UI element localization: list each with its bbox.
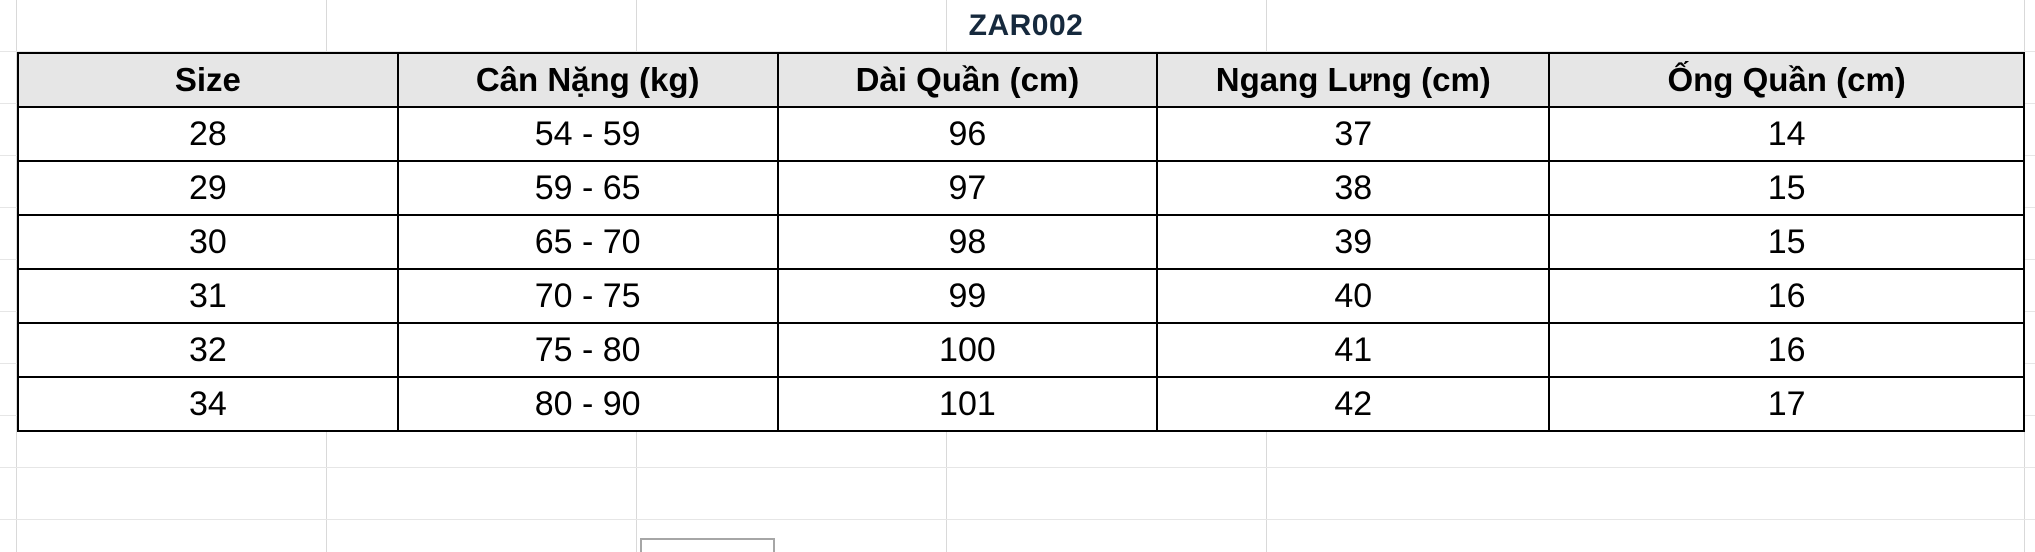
cell-size: 29 — [17, 160, 399, 216]
cell-weight: 65 - 70 — [396, 214, 779, 270]
cell-weight: 54 - 59 — [396, 106, 779, 162]
sheet-gridline-vertical — [2024, 0, 2025, 552]
partial-cell-below-table — [640, 538, 775, 552]
column-header-length: Dài Quần (cm) — [776, 52, 1159, 108]
product-code-title-row: ZAR002 — [17, 0, 2025, 52]
table-row: 32 75 - 80 100 41 16 — [17, 322, 2025, 378]
cell-leg-opening: 15 — [1548, 160, 2025, 216]
cell-weight: 59 - 65 — [396, 160, 779, 216]
cell-size: 30 — [17, 214, 399, 270]
cell-length: 97 — [776, 160, 1159, 216]
cell-leg-opening: 16 — [1548, 268, 2025, 324]
sheet-gridline-horizontal — [0, 519, 2035, 520]
cell-weight: 75 - 80 — [396, 322, 779, 378]
cell-size: 28 — [17, 106, 399, 162]
cell-size: 31 — [17, 268, 399, 324]
column-header-waist: Ngang Lưng (cm) — [1156, 52, 1551, 108]
cell-size: 32 — [17, 322, 399, 378]
table-row: 34 80 - 90 101 42 17 — [17, 376, 2025, 432]
sheet-gridline-horizontal — [0, 467, 2035, 468]
table-row: 31 70 - 75 99 40 16 — [17, 268, 2025, 324]
page-title: ZAR002 — [968, 9, 1084, 42]
table-row: 29 59 - 65 97 38 15 — [17, 160, 2025, 216]
cell-length: 96 — [776, 106, 1159, 162]
cell-waist: 42 — [1156, 376, 1551, 432]
cell-length: 100 — [776, 322, 1159, 378]
cell-waist: 38 — [1156, 160, 1551, 216]
cell-weight: 70 - 75 — [396, 268, 779, 324]
sheet-gridline-horizontal — [0, 51, 2035, 52]
cell-length: 98 — [776, 214, 1159, 270]
column-header-weight: Cân Nặng (kg) — [396, 52, 779, 108]
cell-waist: 39 — [1156, 214, 1551, 270]
sheet-gridline-vertical — [16, 0, 17, 552]
cell-size: 34 — [17, 376, 399, 432]
cell-weight: 80 - 90 — [396, 376, 779, 432]
cell-leg-opening: 14 — [1548, 106, 2025, 162]
cell-leg-opening: 16 — [1548, 322, 2025, 378]
cell-waist: 40 — [1156, 268, 1551, 324]
cell-leg-opening: 15 — [1548, 214, 2025, 270]
cell-waist: 41 — [1156, 322, 1551, 378]
column-header-leg-opening: Ống Quần (cm) — [1548, 52, 2025, 108]
cell-leg-opening: 17 — [1548, 376, 2025, 432]
cell-length: 99 — [776, 268, 1159, 324]
table-row: 28 54 - 59 96 37 14 — [17, 106, 2025, 162]
cell-length: 101 — [776, 376, 1159, 432]
table-header-row: Size Cân Nặng (kg) Dài Quần (cm) Ngang L… — [17, 52, 2025, 108]
column-header-size: Size — [17, 52, 399, 108]
size-chart-table: Size Cân Nặng (kg) Dài Quần (cm) Ngang L… — [17, 52, 2025, 432]
table-row: 30 65 - 70 98 39 15 — [17, 214, 2025, 270]
cell-waist: 37 — [1156, 106, 1551, 162]
